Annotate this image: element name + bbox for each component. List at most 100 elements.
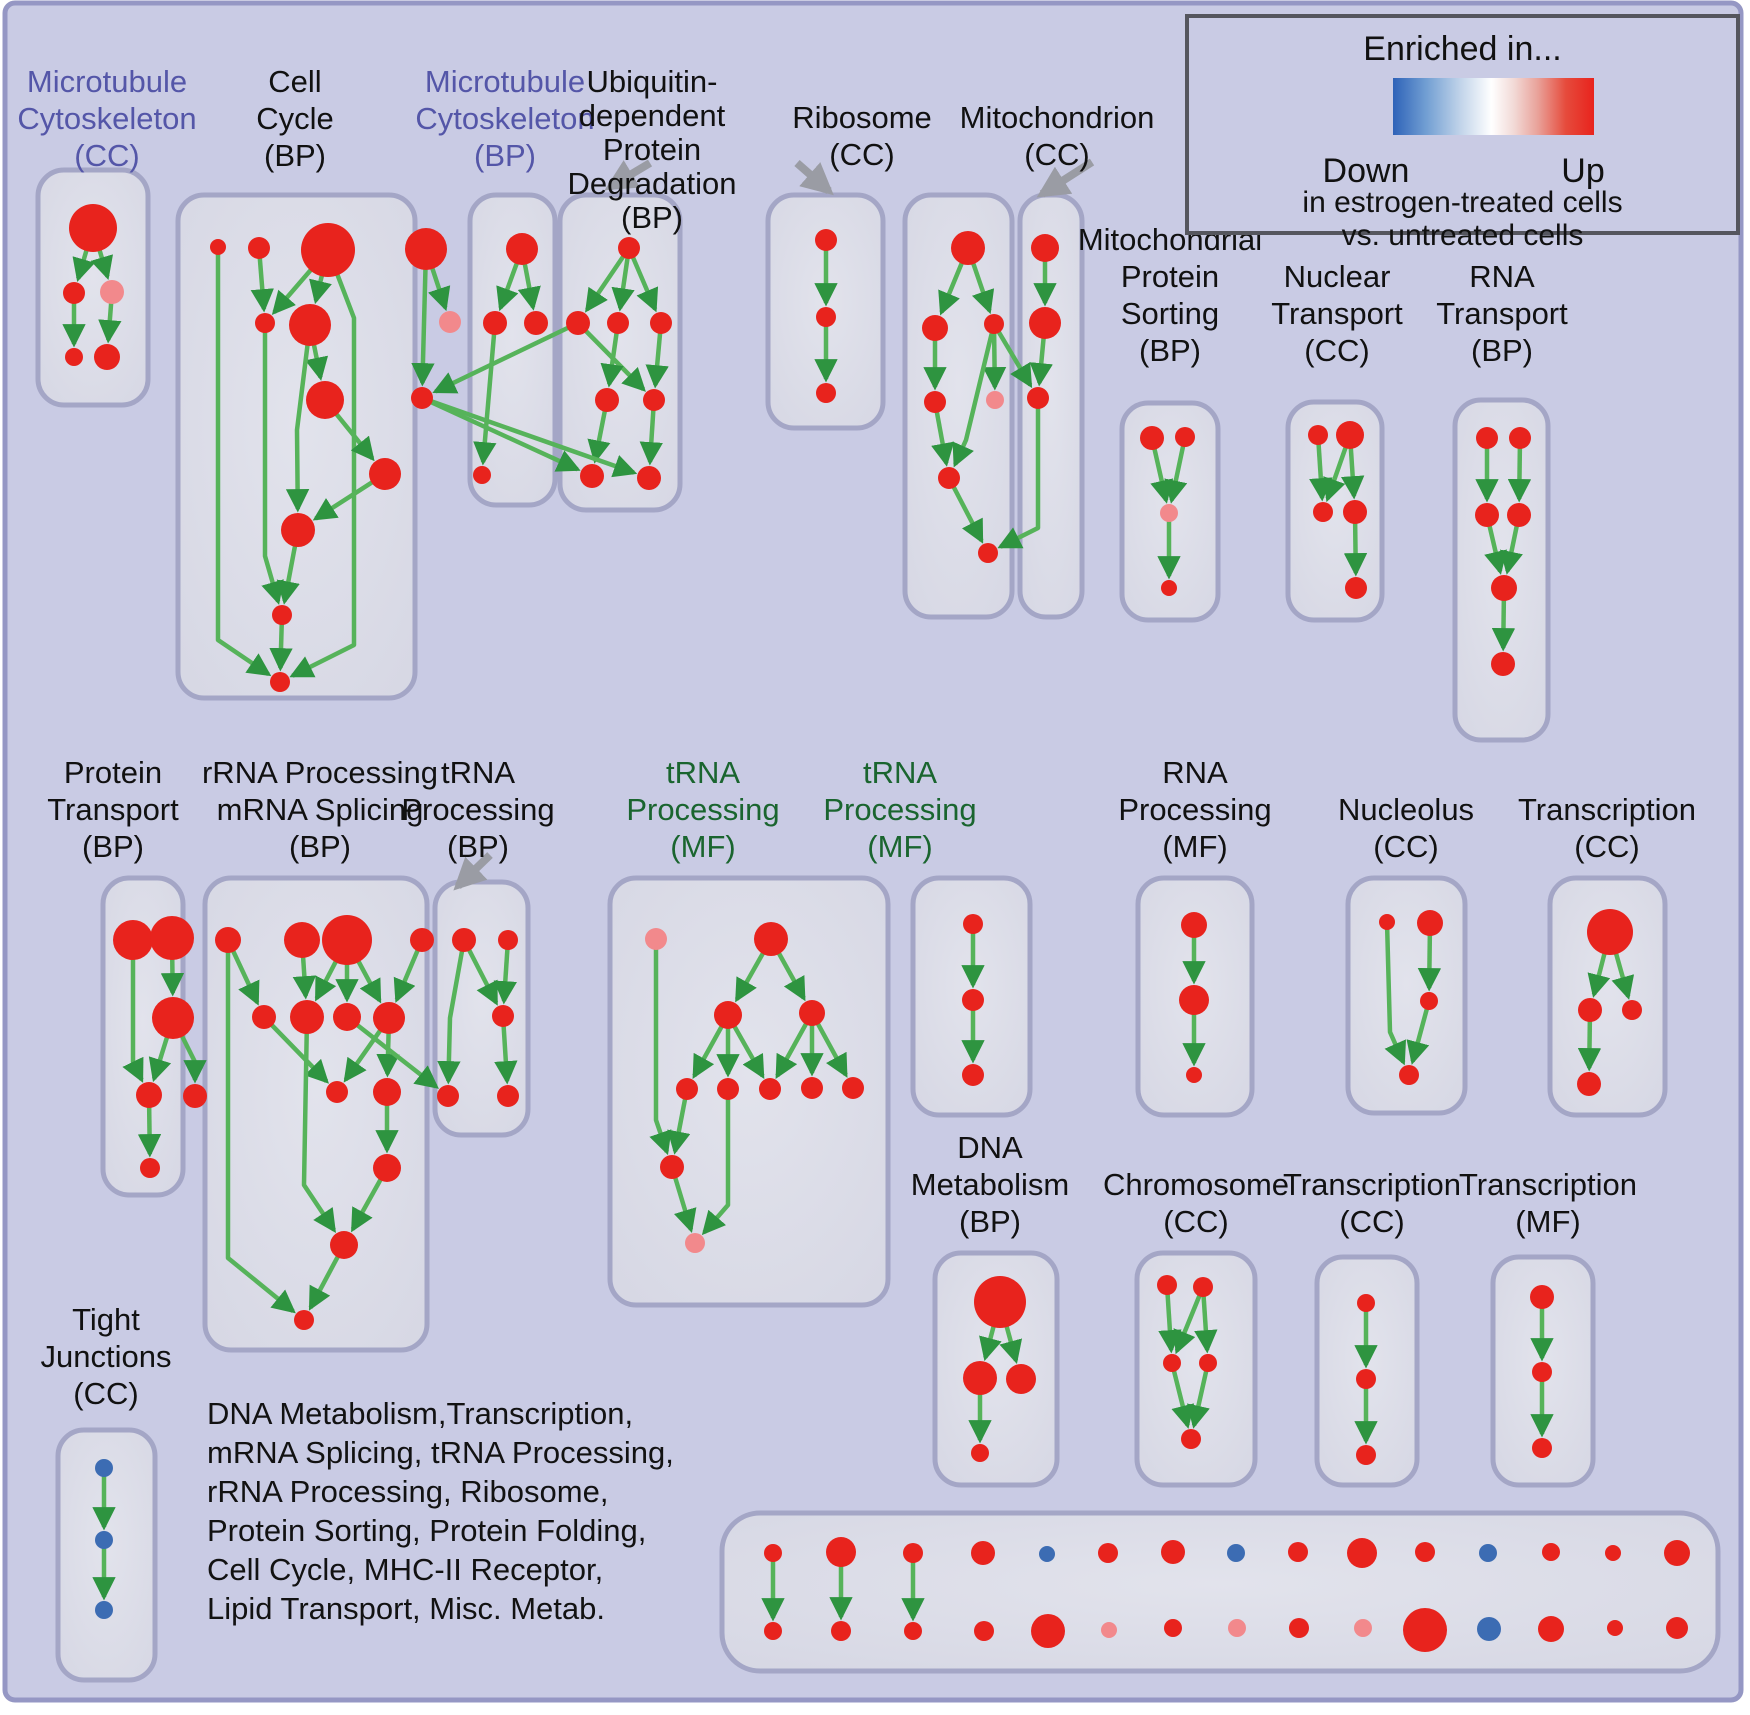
- go-term-node: [437, 1085, 459, 1107]
- go-term-node: [1347, 1538, 1377, 1568]
- go-term-node: [1006, 1364, 1036, 1394]
- go-term-node: [290, 1000, 324, 1034]
- go-term-node: [289, 304, 331, 346]
- go-term-node: [1577, 1072, 1601, 1096]
- go-term-node: [255, 313, 275, 333]
- cluster-label-protein-transport-bp: Protein Transport (BP): [47, 755, 179, 864]
- edge-arrow: [1169, 1362, 1195, 1429]
- go-term-node: [301, 223, 355, 277]
- go-term-node: [1345, 577, 1367, 599]
- cluster-label-mitochondrion-cc: Mitochondrion (CC): [960, 100, 1155, 172]
- edge-arrow: [1186, 1362, 1211, 1429]
- go-term-node: [764, 1544, 782, 1562]
- edge-arrow: [261, 323, 284, 605]
- go-term-node: [183, 1084, 207, 1108]
- go-term-node: [1164, 1619, 1182, 1637]
- go-term-node: [1181, 912, 1207, 938]
- edge-arrow: [982, 323, 1007, 391]
- go-term-node: [373, 1078, 401, 1106]
- go-term-node: [439, 311, 461, 333]
- go-term-node: [1622, 1000, 1642, 1020]
- labels: Microtubule Cytoskeleton (CC) Cell Cycle (BP)…: [17, 64, 1696, 1626]
- callout-arrows: [453, 158, 1095, 891]
- go-term-node: [717, 1078, 739, 1100]
- go-term-node: [1140, 426, 1164, 450]
- edge-arrow: [432, 320, 579, 394]
- go-term-node: [326, 1081, 348, 1103]
- label-callout-arrow: [1036, 158, 1095, 198]
- go-term-node: [1039, 1546, 1055, 1562]
- go-term-node: [369, 458, 401, 490]
- go-term-node: [483, 311, 507, 335]
- go-term-node: [971, 1541, 995, 1565]
- label-callout-arrow: [453, 852, 493, 891]
- go-term-node: [152, 997, 194, 1039]
- legend-title: Enriched in...: [1363, 30, 1562, 68]
- nodes: [63, 204, 1690, 1652]
- go-term-node: [63, 282, 85, 304]
- go-term-node: [248, 237, 270, 259]
- edge-arrow: [285, 324, 313, 513]
- go-term-node: [607, 312, 629, 334]
- go-term-node: [113, 920, 153, 960]
- edge-arrow: [649, 939, 672, 1156]
- go-term-node: [984, 314, 1004, 334]
- cluster-label-cell-cycle-bp: Cell Cycle (BP): [256, 64, 334, 173]
- cluster-label-transcription-mf: Transcription (MF): [1459, 1167, 1637, 1239]
- go-term-node: [322, 915, 372, 965]
- go-term-node: [1308, 425, 1328, 445]
- edge-arrow: [947, 476, 984, 544]
- cluster-label-dna-metabolism-bp: DNA Metabolism (BP): [911, 1130, 1070, 1239]
- go-term-node: [1027, 387, 1049, 409]
- go-term-node: [1336, 421, 1364, 449]
- go-term-node: [645, 928, 667, 950]
- go-term-node: [1532, 1362, 1552, 1382]
- go-term-node: [252, 1005, 276, 1029]
- go-term-node: [1379, 914, 1395, 930]
- cluster-label-trna-processing-bp: tRNA Processing (BP): [401, 755, 554, 864]
- go-term-node: [1605, 1545, 1621, 1561]
- go-term-node: [281, 513, 315, 547]
- go-term-node: [452, 928, 476, 952]
- go-term-node: [826, 1537, 856, 1567]
- go-term-node: [1098, 1543, 1118, 1563]
- go-term-node: [506, 233, 538, 265]
- go-term-node: [95, 1601, 113, 1619]
- go-term-node: [1354, 1619, 1372, 1637]
- cluster-label-trna-processing-mf-1: tRNA Processing (MF): [626, 755, 779, 864]
- go-term-node: [210, 239, 226, 255]
- go-term-node: [1157, 1275, 1177, 1295]
- go-term-node: [1415, 1542, 1435, 1562]
- go-term-node: [524, 311, 548, 335]
- legend-up-label: Up: [1561, 152, 1605, 190]
- go-term-node: [922, 315, 948, 341]
- cluster-label-tight-junctions-cc: Tight Junctions (CC): [41, 1302, 172, 1411]
- edge-arrow: [1194, 1286, 1218, 1354]
- go-term-node: [974, 1621, 994, 1641]
- cluster-label-nucleolus-cc: Nucleolus (CC): [1338, 792, 1474, 864]
- cluster-label-chromosome-cc: Chromosome (CC): [1103, 1167, 1289, 1239]
- go-term-node: [136, 1082, 162, 1108]
- edge-arrow: [1406, 1000, 1432, 1065]
- edge-arrow: [411, 248, 435, 387]
- cluster-label-transcription-cc-top: Transcription (CC): [1518, 792, 1696, 864]
- go-term-node: [1031, 234, 1059, 262]
- go-term-node: [1530, 1285, 1554, 1309]
- go-term-node: [637, 466, 661, 490]
- go-term-node: [1587, 909, 1633, 955]
- go-term-node: [1356, 1369, 1376, 1389]
- go-term-node: [1357, 1294, 1375, 1312]
- go-term-node: [498, 930, 518, 950]
- edge-arrow: [262, 1015, 329, 1084]
- go-term-node: [150, 916, 194, 960]
- cluster-label-transcription-cc-bottom: Transcription (CC): [1283, 1167, 1461, 1239]
- go-term-node: [373, 1154, 401, 1182]
- go-term-node: [333, 1003, 361, 1031]
- legend-gradient-bar: [1393, 78, 1594, 135]
- go-term-node: [1029, 307, 1061, 339]
- go-term-node: [1161, 1540, 1185, 1564]
- cluster-label-microtubule-cytoskeleton-cc: Microtubule Cytoskeleton (CC): [17, 64, 196, 173]
- legend-caption-line1: in estrogen-treated cells: [1302, 186, 1623, 219]
- cluster-box-dna-metabolism-bp: [932, 1250, 1060, 1488]
- go-term-node: [643, 389, 665, 411]
